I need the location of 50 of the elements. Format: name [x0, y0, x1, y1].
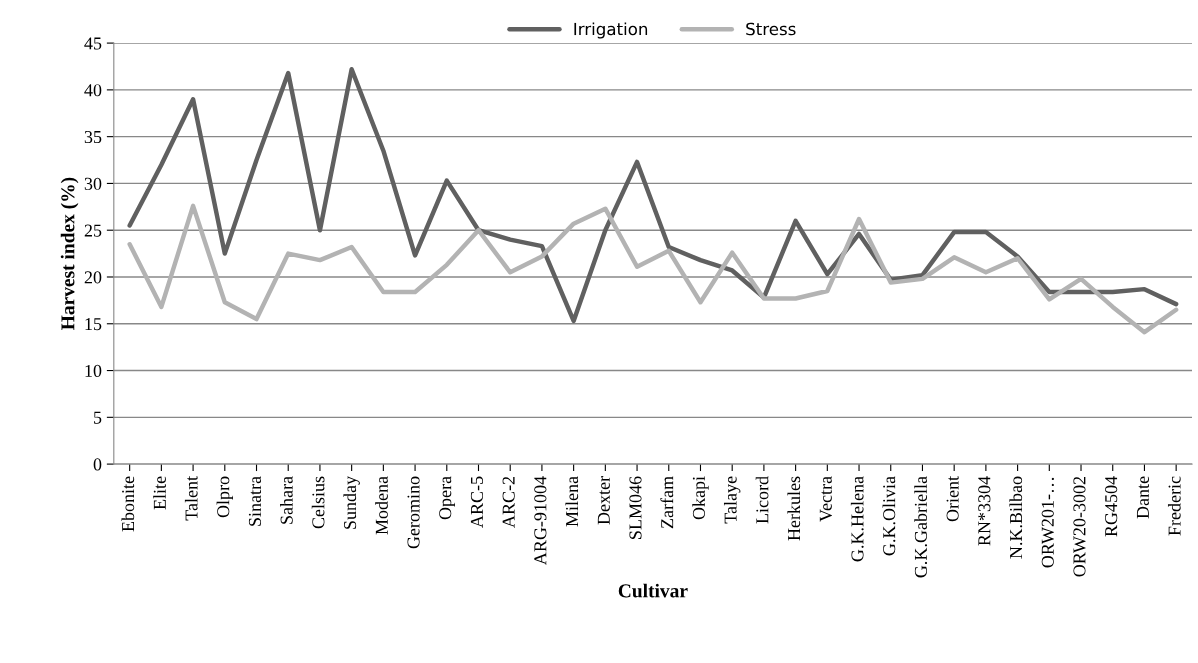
x-tick-label: Geromino	[407, 476, 420, 549]
x-tick-label: Dexter	[597, 476, 610, 525]
legend-label: Irrigation	[574, 22, 648, 39]
x-tick-label: Opera	[439, 476, 455, 520]
x-tick-label: Sunday	[343, 475, 360, 529]
x-tick-label: Olpro	[216, 476, 233, 518]
x-tick-label: RN*3304	[978, 476, 991, 546]
x-tick-label: G.K.Gabriella	[914, 476, 928, 578]
y-tick-label: 35	[84, 130, 102, 144]
x-tick-label: Zarfam	[660, 476, 674, 529]
x-tick-label: SLM046	[629, 476, 642, 539]
x-tick-label: ORW201-…	[1041, 477, 1054, 568]
x-tick-label: Modena	[375, 476, 388, 535]
x-tick-label: Talaye	[723, 476, 741, 524]
x-tick-label: ARC-2	[502, 476, 515, 528]
line-series	[127, 203, 1179, 335]
x-tick-label: Sinatra	[248, 476, 262, 526]
y-tick-label: 40	[84, 84, 102, 97]
x-tick-label: Licord	[755, 476, 769, 524]
y-tick-label: 5	[94, 411, 102, 424]
y-tick-label: 25	[84, 224, 102, 237]
x-tick-label: Celsius	[311, 476, 325, 529]
x-tick-label: Elite	[153, 476, 166, 510]
x-tick-label: Ebonite	[121, 476, 135, 532]
y-tick-label: 0	[93, 458, 102, 471]
x-axis-title: Cultivar	[618, 583, 688, 598]
y-tick-label: 45	[84, 37, 102, 50]
x-tick-label: Talent	[184, 476, 198, 521]
x-tick-label: Herkules	[787, 476, 801, 541]
x-tick-label: Orient	[946, 476, 959, 522]
y-tick-label: 10	[85, 364, 102, 377]
x-tick-label: ARC-5	[470, 476, 484, 528]
x-tick-label: Okapi	[692, 476, 709, 520]
x-tick-label: Sahara	[280, 476, 293, 524]
x-tick-label: Vectra	[819, 476, 832, 522]
y-tick-label: 30	[84, 177, 102, 190]
y-axis-title: Harvest index (%)	[60, 177, 79, 330]
x-tick-label: N.K.Bilbao	[1009, 476, 1023, 559]
y-tick-label: 15	[85, 318, 102, 331]
y-tick-label: 20	[84, 271, 102, 284]
x-tick-label: Dante	[1136, 476, 1149, 519]
x-tick-label: ORW20-3002	[1073, 476, 1086, 577]
x-tick-label: RG4504	[1105, 476, 1118, 537]
x-tick-label: ARG-91004	[534, 476, 547, 565]
x-tick-label: Milena	[565, 476, 579, 527]
legend-label: Stress	[746, 22, 796, 36]
x-tick-label: Frederic	[1167, 476, 1181, 536]
x-tick-label: G.K.Helena	[850, 476, 864, 562]
x-tick-label: G.K.Olivia	[882, 476, 896, 556]
line-series	[127, 67, 1179, 324]
